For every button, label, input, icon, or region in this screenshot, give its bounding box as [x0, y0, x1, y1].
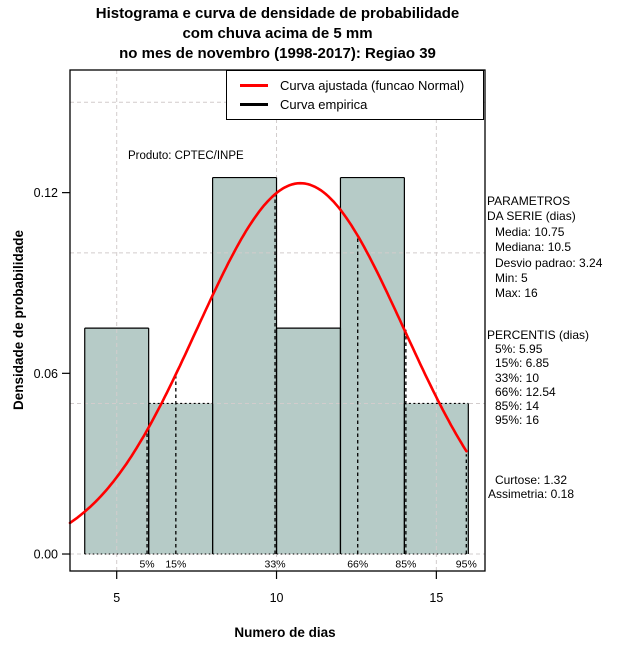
percentil-85: 85%: 14: [495, 399, 540, 414]
percentil-95: 95%: 16: [495, 413, 540, 428]
stat-mediana: Mediana: 10.5: [495, 240, 572, 255]
y-tick-label: 0.12: [34, 186, 58, 200]
percentis-header: PERCENTIS (dias): [487, 328, 590, 342]
percentiles-panel: PERCENTIS (dias) 5%: 5.95 15%: 6.85 33%:…: [487, 328, 589, 427]
percentile-label: 5%: [139, 559, 154, 571]
moments-panel: Curtose: 1.32 Assimetria: 0.18: [470, 473, 592, 501]
x-tick-label: 10: [270, 591, 284, 605]
stat-media: Media: 10.75: [495, 224, 565, 239]
chart-title-line3: no mes de novembro (1998-2017): Regiao 3…: [119, 45, 436, 62]
y-tick-label: 0.06: [34, 367, 58, 381]
histogram-bar: [212, 177, 277, 555]
legend-item-empirical: Curva empirica: [240, 95, 483, 114]
histogram-bar: [276, 328, 341, 555]
percentile-label: 33%: [265, 559, 286, 571]
stat-curtose: Curtose: 1.32: [494, 473, 568, 487]
legend-label-empirical: Curva empirica: [280, 97, 368, 112]
histogram-bar: [340, 177, 405, 555]
stat-desvio-padrao: Desvio padrao: 3.24: [495, 255, 603, 270]
percentile-label: 15%: [165, 559, 186, 571]
percentile-label: 85%: [395, 559, 416, 571]
chart-title-line1: Histograma e curva de densidade de proba…: [95, 5, 460, 22]
percentil-66: 66%: 12.54: [495, 384, 556, 399]
y-tick-label: 0.00: [34, 548, 58, 562]
product-watermark: Produto: CPTEC/INPE: [128, 150, 244, 162]
params-header-line1: PARAMETROS: [487, 194, 571, 208]
x-tick-label: 5: [113, 591, 120, 605]
x-tick-label: 15: [429, 591, 443, 605]
stat-min: Min: 5: [495, 271, 528, 286]
legend-label-fitted: Curva ajustada (funcao Normal): [280, 78, 465, 93]
chart-title: Histograma e curva de densidade de proba…: [0, 4, 555, 64]
empirical-curve-line-swatch: [240, 103, 268, 106]
fitted-curve-line-swatch: [240, 84, 268, 87]
stat-assimetria: Assimetria: 0.18: [487, 487, 575, 502]
histogram-bar: [148, 403, 213, 555]
legend-item-fitted: Curva ajustada (funcao Normal): [240, 76, 483, 95]
y-axis-title: Densidade de probabilidade: [11, 229, 26, 411]
percentile-label: 95%: [456, 559, 477, 571]
params-header-line2: DA SERIE (dias): [487, 209, 576, 224]
percentil-15: 15%: 6.85: [495, 356, 550, 371]
chart-title-line2: com chuva acima de 5 mm: [182, 25, 373, 42]
legend-box: Curva ajustada (funcao Normal) Curva emp…: [226, 70, 484, 120]
series-parameters-panel: PARAMETROS DA SERIE (dias) Media: 10.75 …: [487, 194, 602, 302]
percentile-label: 66%: [347, 559, 368, 571]
percentil-33: 33%: 10: [495, 370, 540, 385]
percentil-5: 5%: 5.95: [495, 342, 543, 357]
stat-max: Max: 16: [495, 286, 538, 301]
x-axis-title: Numero de dias: [234, 625, 336, 640]
normal-curve: [68, 181, 468, 525]
